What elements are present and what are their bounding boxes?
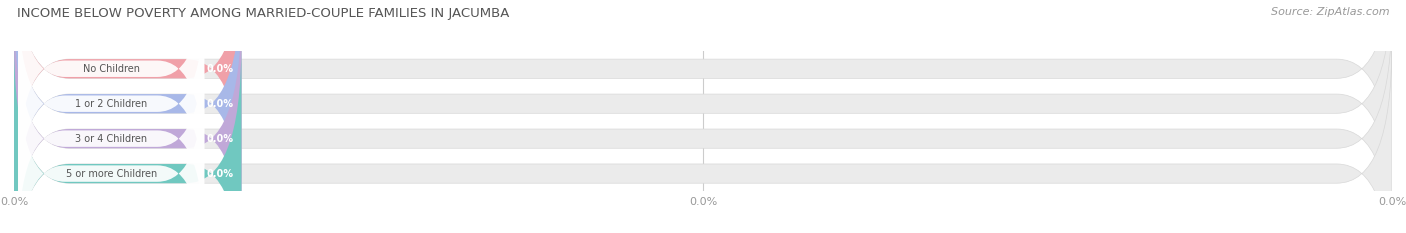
Text: 0.0%: 0.0% (207, 134, 233, 144)
Text: No Children: No Children (83, 64, 139, 74)
FancyBboxPatch shape (14, 0, 1392, 199)
Text: 1 or 2 Children: 1 or 2 Children (75, 99, 148, 109)
FancyBboxPatch shape (18, 28, 204, 233)
FancyBboxPatch shape (14, 8, 242, 233)
FancyBboxPatch shape (18, 0, 204, 214)
FancyBboxPatch shape (14, 0, 242, 233)
Text: 5 or more Children: 5 or more Children (66, 169, 157, 178)
FancyBboxPatch shape (14, 0, 242, 199)
Text: INCOME BELOW POVERTY AMONG MARRIED-COUPLE FAMILIES IN JACUMBA: INCOME BELOW POVERTY AMONG MARRIED-COUPL… (17, 7, 509, 20)
FancyBboxPatch shape (14, 8, 1392, 233)
FancyBboxPatch shape (14, 43, 1392, 233)
FancyBboxPatch shape (18, 0, 204, 179)
FancyBboxPatch shape (18, 63, 204, 233)
FancyBboxPatch shape (14, 0, 1392, 233)
FancyBboxPatch shape (14, 43, 242, 233)
Text: 0.0%: 0.0% (207, 169, 233, 178)
Text: 0.0%: 0.0% (207, 64, 233, 74)
Text: 0.0%: 0.0% (207, 99, 233, 109)
Text: 3 or 4 Children: 3 or 4 Children (75, 134, 148, 144)
Text: Source: ZipAtlas.com: Source: ZipAtlas.com (1271, 7, 1389, 17)
